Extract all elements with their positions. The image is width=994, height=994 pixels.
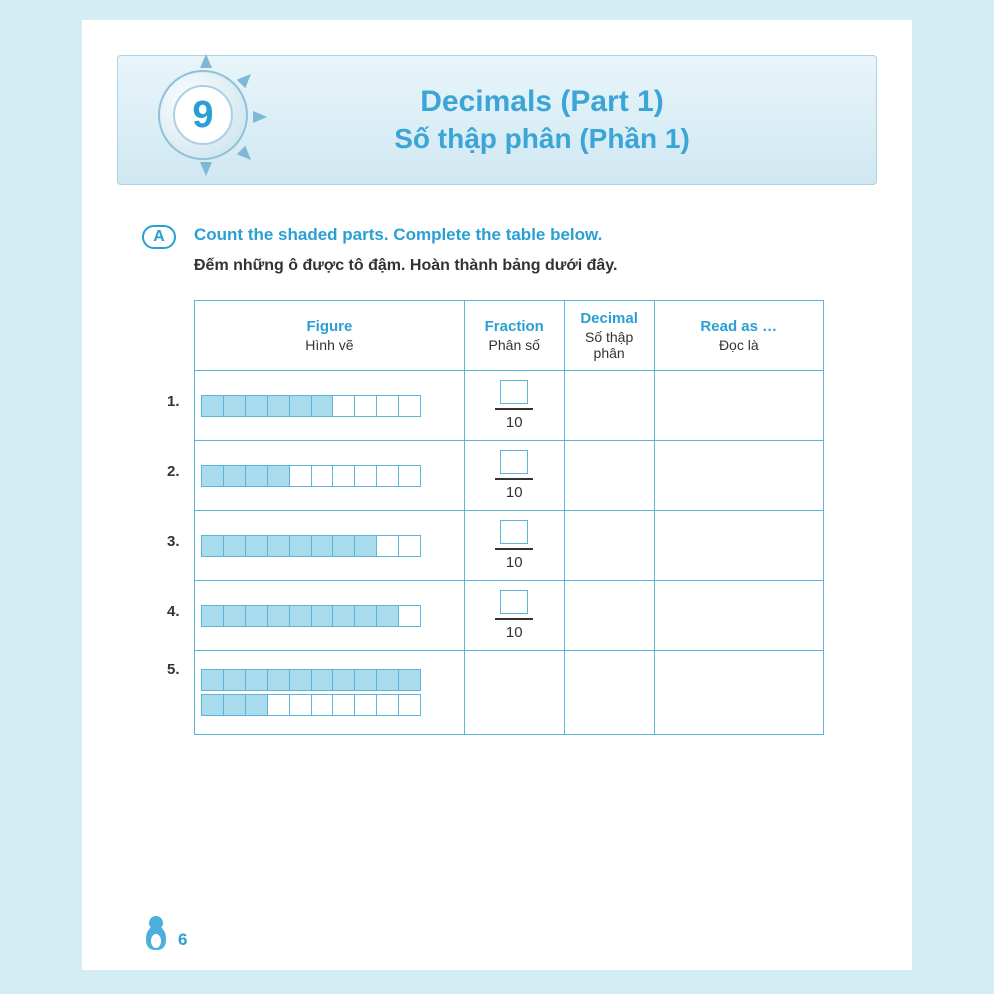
tenths-bar — [201, 694, 421, 716]
tenths-bar — [201, 669, 421, 691]
read-as-cell[interactable] — [654, 581, 823, 651]
fraction-denominator: 10 — [506, 484, 523, 501]
figure-cell: 5. — [195, 651, 465, 735]
header-decimal: Decimal Số thập phân — [564, 301, 654, 371]
decimal-cell[interactable] — [564, 441, 654, 511]
row-number: 3. — [167, 533, 180, 550]
decimal-cell[interactable] — [564, 511, 654, 581]
penguin-icon — [142, 916, 170, 950]
page-footer: 6 — [142, 916, 187, 950]
fraction-cell[interactable] — [464, 651, 564, 735]
fraction-cell[interactable]: 10 — [464, 511, 564, 581]
fraction-denominator: 10 — [506, 554, 523, 571]
chapter-number: 9 — [173, 85, 233, 145]
section-letter: A — [142, 225, 176, 249]
decimal-cell[interactable] — [564, 581, 654, 651]
table-row: 3.10 — [195, 511, 824, 581]
read-as-cell[interactable] — [654, 651, 823, 735]
table-row: 5. — [195, 651, 824, 735]
tenths-bar — [201, 465, 421, 487]
row-number: 1. — [167, 393, 180, 410]
table-row: 1.10 — [195, 371, 824, 441]
tenths-bar — [201, 535, 421, 557]
decimal-cell[interactable] — [564, 651, 654, 735]
fraction-numerator-input[interactable] — [500, 590, 528, 614]
read-as-cell[interactable] — [654, 511, 823, 581]
worksheet-page: 9 Decimals (Part 1) Số thập phân (Phần 1… — [82, 20, 912, 970]
section-a: A Count the shaded parts. Complete the t… — [142, 225, 852, 735]
fraction-denominator: 10 — [506, 624, 523, 641]
fraction-numerator-input[interactable] — [500, 450, 528, 474]
figure-cell: 4. — [195, 581, 465, 651]
chapter-badge: 9 — [148, 60, 268, 180]
tenths-bar — [201, 395, 421, 417]
header-figure: Figure Hình vẽ — [195, 301, 465, 371]
instruction-vi: Đếm những ô được tô đậm. Hoàn thành bảng… — [194, 257, 852, 275]
read-as-cell[interactable] — [654, 441, 823, 511]
row-number: 5. — [167, 661, 180, 678]
chapter-header: 9 Decimals (Part 1) Số thập phân (Phần 1… — [117, 55, 877, 185]
fraction-cell[interactable]: 10 — [464, 441, 564, 511]
worksheet-table: Figure Hình vẽ Fraction Phân số Decimal … — [194, 300, 824, 735]
decimal-cell[interactable] — [564, 371, 654, 441]
figure-cell: 1. — [195, 371, 465, 441]
chapter-title-vi: Số thập phân (Phần 1) — [268, 123, 816, 155]
table-row: 2.10 — [195, 441, 824, 511]
header-fraction: Fraction Phân số — [464, 301, 564, 371]
row-number: 4. — [167, 603, 180, 620]
row-number: 2. — [167, 463, 180, 480]
fraction-numerator-input[interactable] — [500, 520, 528, 544]
chapter-title-en: Decimals (Part 1) — [268, 85, 816, 119]
instruction-en: Count the shaded parts. Complete the tab… — [194, 225, 602, 245]
fraction-numerator-input[interactable] — [500, 380, 528, 404]
tenths-bar — [201, 605, 421, 627]
fraction-cell[interactable]: 10 — [464, 581, 564, 651]
figure-cell: 2. — [195, 441, 465, 511]
fraction-denominator: 10 — [506, 414, 523, 431]
fraction-cell[interactable]: 10 — [464, 371, 564, 441]
header-read: Read as … Đọc là — [654, 301, 823, 371]
page-number: 6 — [178, 930, 187, 950]
figure-cell: 3. — [195, 511, 465, 581]
read-as-cell[interactable] — [654, 371, 823, 441]
table-row: 4.10 — [195, 581, 824, 651]
